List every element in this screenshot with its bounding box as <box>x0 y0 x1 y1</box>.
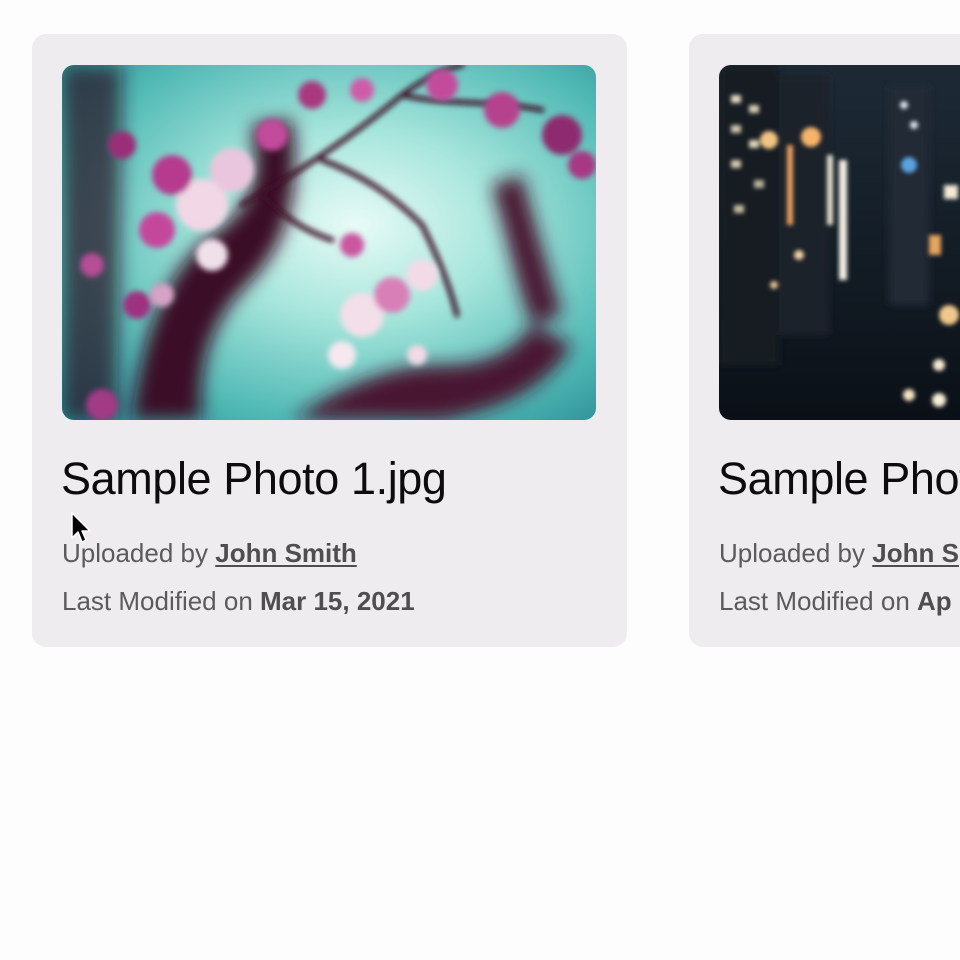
uploaded-by-label: Uploaded by <box>719 538 873 568</box>
photo-title: Sample Photo <box>718 453 960 504</box>
modified-date: Ap <box>917 586 952 616</box>
photo-thumbnail[interactable] <box>719 65 960 420</box>
last-modified-label: Last Modified on <box>62 586 261 616</box>
mouse-pointer-icon <box>71 512 91 543</box>
city-night-image <box>719 65 960 420</box>
modified-info: Last Modified on Mar 15, 2021 <box>62 583 415 619</box>
photo-thumbnail[interactable] <box>62 65 596 420</box>
upload-info: Uploaded by John S <box>719 535 959 571</box>
modified-info: Last Modified on Ap <box>719 583 952 619</box>
uploader-link[interactable]: John Smith <box>215 538 357 568</box>
uploader-link[interactable]: John S <box>872 538 959 568</box>
photo-card[interactable]: Sample Photo Uploaded by John S Last Mod… <box>689 34 960 647</box>
uploaded-by-label: Uploaded by <box>62 538 216 568</box>
upload-info: Uploaded by John Smith <box>62 535 357 571</box>
last-modified-label: Last Modified on <box>719 586 918 616</box>
photo-title: Sample Photo 1.jpg <box>61 453 447 504</box>
modified-date: Mar 15, 2021 <box>260 586 415 616</box>
photo-card[interactable]: Sample Photo 1.jpg Uploaded by John Smit… <box>32 34 627 647</box>
cherry-blossom-image <box>62 65 596 420</box>
